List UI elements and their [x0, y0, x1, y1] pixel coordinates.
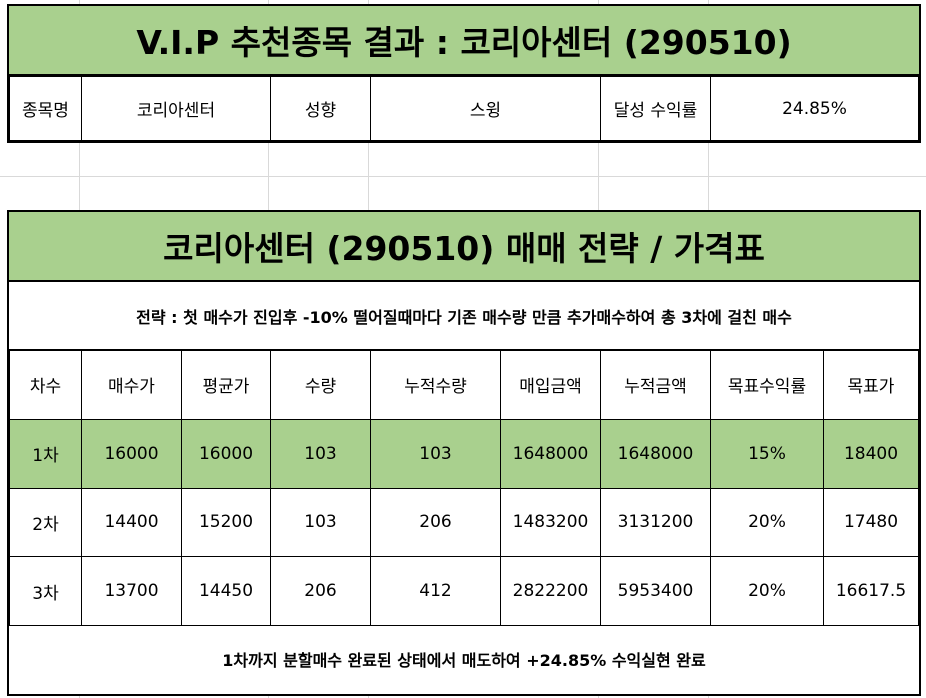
- stock-name-label: 종목명: [9, 76, 82, 141]
- table-cell: 16000: [81, 418, 182, 489]
- table-cell: 13700: [81, 556, 182, 626]
- header-cell: 평균가: [181, 350, 271, 420]
- table-cell: 2822200: [500, 556, 601, 626]
- table-cell: 206: [370, 487, 501, 558]
- table-row: 1차 16000 16000 103 103 1648000 1648000 1…: [9, 418, 919, 489]
- result-table: 종목명 코리아센터 성향 스윙 달성 수익률 24.85%: [9, 76, 919, 141]
- table-row: 3차 13700 14450 206 412 2822200 5953400 2…: [9, 556, 919, 626]
- table-cell: 14400: [81, 487, 182, 558]
- table-cell: 20%: [710, 487, 824, 558]
- sheet-gridline: [0, 176, 926, 177]
- result-row: 종목명 코리아센터 성향 스윙 달성 수익률 24.85%: [9, 76, 919, 141]
- table-cell: 1483200: [500, 487, 601, 558]
- table-row: 2차 14400 15200 103 206 1483200 3131200 2…: [9, 487, 919, 558]
- strategy-block: 코리아센터 (290510) 매매 전략 / 가격표 전략 : 첫 매수가 진입…: [7, 210, 921, 696]
- table-cell: 103: [270, 418, 371, 489]
- style-value: 스윙: [370, 76, 601, 141]
- header-cell: 목표가: [823, 350, 919, 420]
- header-cell: 목표수익률: [710, 350, 824, 420]
- table-cell: 15%: [710, 418, 824, 489]
- table-cell: 2차: [9, 487, 82, 558]
- table-cell: 16617.5: [823, 556, 919, 626]
- price-table: 차수 매수가 평균가 수량 누적수량 매입금액 누적금액 목표수익률 목표가 1…: [9, 350, 919, 626]
- table-cell: 3131200: [600, 487, 711, 558]
- table-cell: 1648000: [600, 418, 711, 489]
- header-cell: 누적수량: [370, 350, 501, 420]
- table-cell: 103: [370, 418, 501, 489]
- header-cell: 누적금액: [600, 350, 711, 420]
- strategy-description: 전략 : 첫 매수가 진입후 -10% 떨어질때마다 기존 매수량 만큼 추가매…: [9, 282, 919, 350]
- table-cell: 1648000: [500, 418, 601, 489]
- table-cell: 15200: [181, 487, 271, 558]
- result-footer: 1차까지 분할매수 완료된 상태에서 매도하여 +24.85% 수익실현 완료: [222, 651, 706, 670]
- result-block: V.I.P 추천종목 결과 : 코리아센터 (290510) 종목명 코리아센터…: [7, 4, 921, 143]
- table-cell: 20%: [710, 556, 824, 626]
- table-header-row: 차수 매수가 평균가 수량 누적수량 매입금액 누적금액 목표수익률 목표가: [9, 350, 919, 420]
- stock-name-value: 코리아센터: [81, 76, 271, 141]
- return-label: 달성 수익률: [600, 76, 711, 141]
- table-cell: 3차: [9, 556, 82, 626]
- header-cell: 매입금액: [500, 350, 601, 420]
- table-cell: 206: [270, 556, 371, 626]
- header-cell: 수량: [270, 350, 371, 420]
- table-cell: 14450: [181, 556, 271, 626]
- result-title: V.I.P 추천종목 결과 : 코리아센터 (290510): [9, 6, 919, 76]
- table-cell: 16000: [181, 418, 271, 489]
- header-cell: 매수가: [81, 350, 182, 420]
- table-cell: 5953400: [600, 556, 711, 626]
- header-cell: 차수: [9, 350, 82, 420]
- strategy-title: 코리아센터 (290510) 매매 전략 / 가격표: [9, 212, 919, 282]
- table-cell: 17480: [823, 487, 919, 558]
- table-cell: 412: [370, 556, 501, 626]
- table-cell: 1차: [9, 418, 82, 489]
- return-value: 24.85%: [710, 76, 919, 141]
- table-cell: 18400: [823, 418, 919, 489]
- table-cell: 103: [270, 487, 371, 558]
- style-label: 성향: [270, 76, 371, 141]
